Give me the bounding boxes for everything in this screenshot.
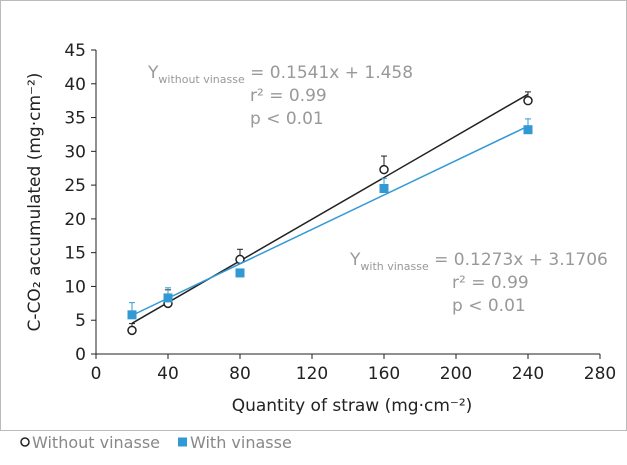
point: [523, 125, 533, 135]
p-value: p < 0.01: [452, 296, 526, 316]
x-tick-label: 240: [512, 364, 544, 384]
y-tick-label: 25: [64, 176, 86, 196]
legend-marker: [178, 437, 187, 447]
y-tick-label: 5: [75, 311, 86, 331]
y-tick-label: 0: [75, 345, 86, 365]
y-axis-label: C-CO₂ accumulated (mg·cm⁻²): [25, 73, 45, 332]
trend-line: [131, 125, 529, 317]
x-tick-label: 160: [368, 364, 400, 384]
x-tick-label: 80: [229, 364, 251, 384]
legend-label: With vinasse: [190, 433, 292, 452]
r-squared: r² = 0.99: [250, 86, 327, 106]
x-axis-label: Quantity of straw (mg·cm⁻²): [232, 396, 473, 416]
equation-subscript: without vinasse: [158, 73, 245, 86]
legend-label: Without vinasse: [32, 433, 160, 452]
point: [127, 310, 137, 320]
point: [523, 95, 533, 106]
x-tick-label: 40: [157, 364, 179, 384]
equation: Ywithout vinasse = 0.1541x + 1.458: [147, 63, 413, 86]
y-tick-label: 15: [64, 244, 86, 264]
point: [163, 293, 173, 303]
legend-marker: [20, 437, 30, 447]
point: [379, 164, 389, 175]
equation-rhs: = 0.1273x + 3.1706: [429, 250, 608, 270]
point: [235, 268, 245, 278]
equation-symbol: Y: [147, 63, 159, 83]
y-tick-label: 30: [64, 142, 86, 162]
y-tick-label: 45: [64, 41, 86, 61]
equation-subscript: with vinasse: [360, 260, 429, 273]
x-tick-label: 280: [584, 364, 616, 384]
x-tick-label: 120: [296, 364, 328, 384]
r-squared: r² = 0.99: [452, 273, 529, 293]
equation: Ywith vinasse = 0.1273x + 3.1706: [349, 250, 608, 273]
x-tick-label: 200: [440, 364, 472, 384]
trend-line: [131, 93, 529, 324]
y-tick-label: 10: [64, 277, 86, 297]
y-tick-label: 20: [64, 210, 86, 230]
equation-rhs: = 0.1541x + 1.458: [245, 63, 413, 83]
point: [127, 325, 137, 336]
p-value: p < 0.01: [250, 109, 324, 129]
x-tick-label: 0: [91, 364, 102, 384]
y-tick-label: 40: [64, 75, 86, 95]
equation-symbol: Y: [349, 250, 361, 270]
y-tick-label: 35: [64, 109, 86, 129]
point: [379, 183, 389, 193]
